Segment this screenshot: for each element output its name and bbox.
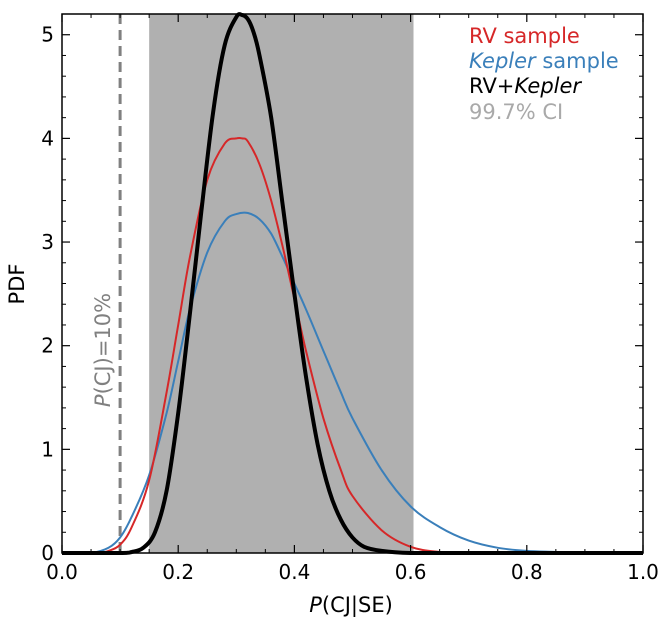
y-tick-label: 3 <box>41 230 54 254</box>
series-layer <box>62 12 643 556</box>
reference-label-suffix: (CJ)=10% <box>91 293 115 395</box>
x-tick-label: 0.6 <box>395 560 427 584</box>
legend-entry-kepler-italic: Kepler <box>469 49 537 73</box>
series-line-kepler-sample <box>62 211 643 554</box>
x-axis-label-suffix: (CJ|SE) <box>322 593 393 618</box>
x-tick-label: 0.4 <box>278 560 310 584</box>
y-tick-label: 4 <box>41 126 54 150</box>
x-axis-label-prefix: P <box>309 593 322 617</box>
x-tick-label: 1.0 <box>627 560 659 584</box>
x-tick-label: 0.8 <box>511 560 543 584</box>
legend-entry-kepler-tail: sample <box>536 49 619 73</box>
y-tick-label: 2 <box>41 334 54 358</box>
y-tick-label: 1 <box>41 437 54 461</box>
legend-entry-combined-italic: Kepler <box>514 74 582 98</box>
y-tick-label: 0 <box>41 541 54 565</box>
y-axis-label: PDF <box>5 264 29 305</box>
tick-layer: 0.0 0.2 0.4 0.6 0.8 1.0 0 1 2 3 4 5 <box>41 14 659 584</box>
ci-shaded-band <box>149 14 414 553</box>
x-axis-label: P(CJ|SE) <box>309 593 393 618</box>
series-line-rv-kepler <box>62 12 643 556</box>
x-tick-label: 0.2 <box>162 560 194 584</box>
reference-label-prefix: P <box>91 394 115 407</box>
legend-entry-combined: RV+Kepler <box>469 74 582 98</box>
reference-line-label: P(CJ)=10% <box>91 293 115 407</box>
legend-entry-ci: 99.7% CI <box>469 100 563 124</box>
x-tick-label: 0.0 <box>46 560 78 584</box>
legend-entry-kepler: Kepler sample <box>469 49 619 73</box>
legend-entry-rv-text: RV sample <box>469 24 580 48</box>
shade-layer <box>149 14 414 553</box>
legend-entry-rv: RV sample <box>469 24 580 48</box>
series-line-rv-sample <box>62 136 643 554</box>
legend-entry-ci-text: 99.7% CI <box>469 100 563 124</box>
legend-entry-combined-plain: RV+ <box>469 74 514 98</box>
y-tick-label: 5 <box>41 23 54 47</box>
